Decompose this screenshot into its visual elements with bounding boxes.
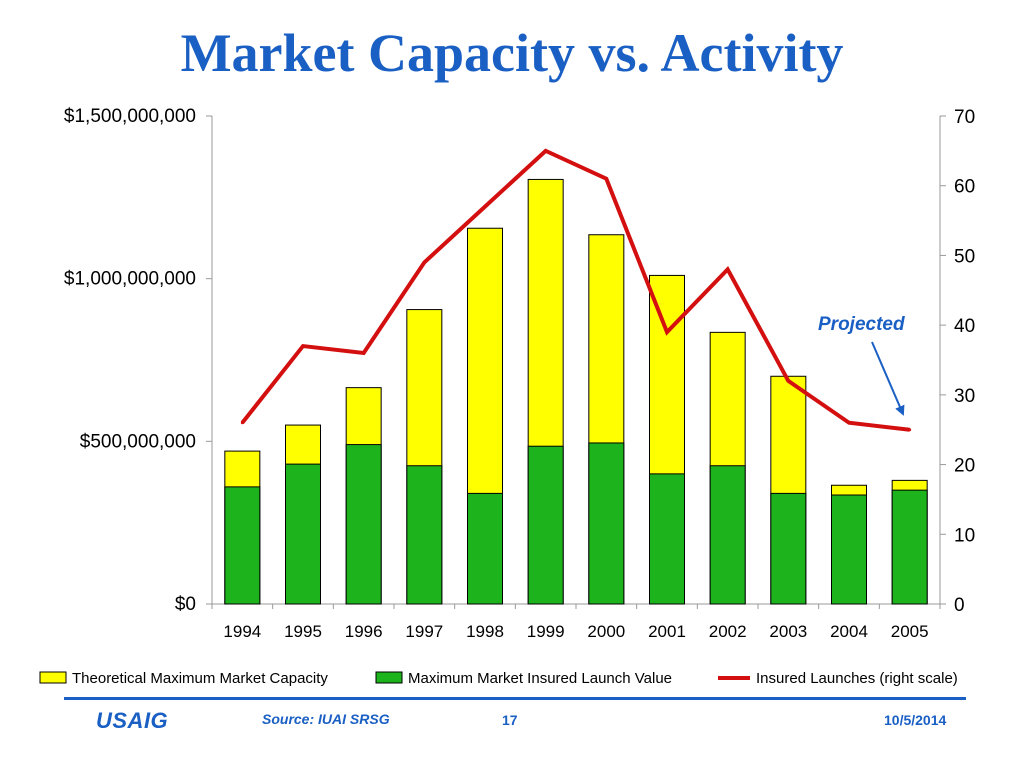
right-tick-label: 70 (954, 107, 975, 128)
right-tick-label: 40 (954, 316, 975, 337)
x-tick-label: 1995 (284, 622, 322, 641)
insured-launches-point (908, 428, 912, 432)
legend-label-insured-value: Maximum Market Insured Launch Value (408, 670, 672, 687)
x-tick-label: 1998 (466, 622, 504, 641)
chart-axes: $0 $500,000,000 $1,000,000,000 $1,500,000,0… (64, 106, 975, 641)
insured-value-bar (588, 442, 625, 605)
insured-launches-line (240, 148, 910, 432)
line-series (240, 148, 912, 432)
insured-value-bar (891, 489, 928, 605)
insured-value-bar (527, 445, 564, 605)
right-tick-label: 60 (954, 177, 975, 198)
x-tick-label: 2001 (648, 622, 686, 641)
insured-value-bar (224, 486, 261, 605)
x-tick-label: 1994 (223, 622, 261, 641)
footer-source: Source: IUAI SRSG (262, 711, 390, 727)
left-tick-label: $1,000,000,000 (64, 269, 196, 290)
insured-launches-point (847, 421, 851, 425)
insured-launches-point (483, 205, 487, 209)
bar-series (224, 178, 928, 605)
insured-launches-point (726, 267, 730, 271)
insured-launches-point (786, 379, 790, 383)
right-tick-label: 10 (954, 525, 975, 546)
x-tick-label: 1997 (405, 622, 443, 641)
legend-swatch-insured-value (375, 671, 403, 684)
insured-value-bar (285, 463, 321, 605)
x-tick-label: 2003 (769, 622, 807, 641)
insured-value-bar (831, 494, 867, 605)
insured-launches-point (362, 351, 366, 355)
x-tick-label: 2005 (891, 622, 929, 641)
insured-launches-point (665, 330, 669, 334)
chart-legend: Theoretical Maximum Market Capacity Maxim… (39, 670, 958, 687)
insured-launches-point (544, 149, 548, 153)
left-tick-label: $0 (175, 594, 196, 615)
footer-divider (64, 697, 966, 700)
right-tick-label: 0 (954, 595, 965, 616)
market-capacity-chart: $0 $500,000,000 $1,000,000,000 $1,500,000,0… (39, 106, 975, 687)
projected-annotation: Projected (818, 314, 905, 335)
x-tick-label: 2002 (709, 622, 747, 641)
insured-value-bar (345, 444, 382, 605)
right-tick-label: 30 (954, 386, 975, 407)
footer-date: 10/5/2014 (884, 712, 947, 728)
x-tick-label: 1999 (527, 622, 565, 641)
insured-value-bar (709, 465, 746, 605)
insured-launches-point (240, 421, 244, 425)
legend-label-launches: Insured Launches (right scale) (756, 670, 958, 687)
x-tick-label: 1996 (345, 622, 383, 641)
right-tick-label: 20 (954, 456, 975, 477)
x-tick-label: 2004 (830, 622, 868, 641)
projected-arrow-line (871, 341, 905, 416)
right-tick-label: 50 (954, 246, 975, 267)
projected-arrow (871, 341, 905, 416)
insured-value-bar (467, 492, 503, 605)
insured-launches-point (604, 177, 608, 181)
page-number: 17 (502, 712, 518, 728)
legend-swatch-capacity (39, 671, 67, 684)
insured-launches-point (422, 260, 426, 264)
left-tick-label: $1,500,000,000 (64, 106, 196, 127)
slide-title: Market Capacity vs. Activity (180, 23, 844, 83)
left-tick-label: $500,000,000 (80, 431, 196, 452)
insured-value-bar (770, 492, 807, 605)
footer-logo: USAIG (96, 708, 169, 733)
insured-value-bar (406, 465, 443, 605)
legend-label-capacity: Theoretical Maximum Market Capacity (72, 670, 328, 687)
insured-launches-point (301, 344, 305, 348)
insured-value-bar (649, 473, 685, 605)
x-tick-label: 2000 (587, 622, 625, 641)
